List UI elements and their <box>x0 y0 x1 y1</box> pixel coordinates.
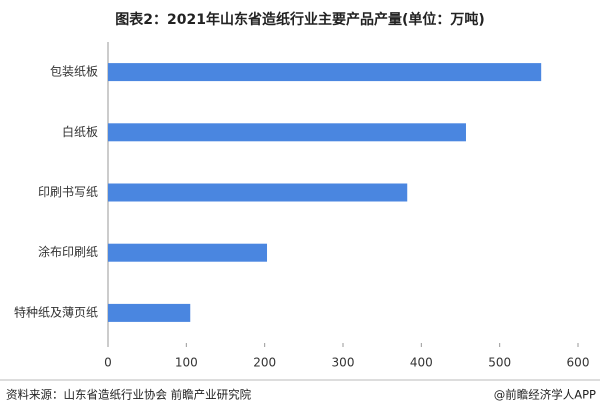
bar <box>108 243 268 262</box>
y-tick-label: 印刷书写纸 <box>38 185 98 199</box>
x-tick-label: 400 <box>410 356 433 370</box>
x-tick-label: 200 <box>253 356 276 370</box>
bar <box>108 183 408 202</box>
bar <box>108 63 542 82</box>
y-tick-label: 特种纸及薄页纸 <box>14 304 98 319</box>
source-note: 资料来源：山东省造纸行业协会 前瞻产业研究院 <box>6 388 252 402</box>
bar <box>108 303 191 322</box>
y-tick-label: 涂布印刷纸 <box>38 244 98 259</box>
brand: @前瞻经济学人APP <box>494 388 596 402</box>
chart-title: 图表2：2021年山东省造纸行业主要产品产量(单位：万吨) <box>115 11 485 28</box>
y-tick-label: 包装纸板 <box>50 65 98 79</box>
y-tick-label: 白纸板 <box>62 124 98 139</box>
x-tick-label: 0 <box>104 356 112 370</box>
x-tick-label: 300 <box>332 356 355 370</box>
x-tick-label: 500 <box>488 356 511 370</box>
bar <box>108 123 466 142</box>
x-tick-label: 100 <box>175 356 198 370</box>
x-tick-label: 600 <box>567 356 590 370</box>
